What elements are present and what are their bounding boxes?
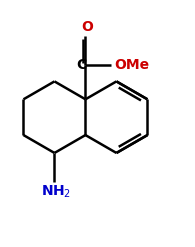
Text: O: O [81, 20, 93, 34]
Text: NH$_2$: NH$_2$ [41, 184, 71, 200]
Text: OMe: OMe [114, 58, 149, 72]
Text: C: C [77, 58, 87, 72]
